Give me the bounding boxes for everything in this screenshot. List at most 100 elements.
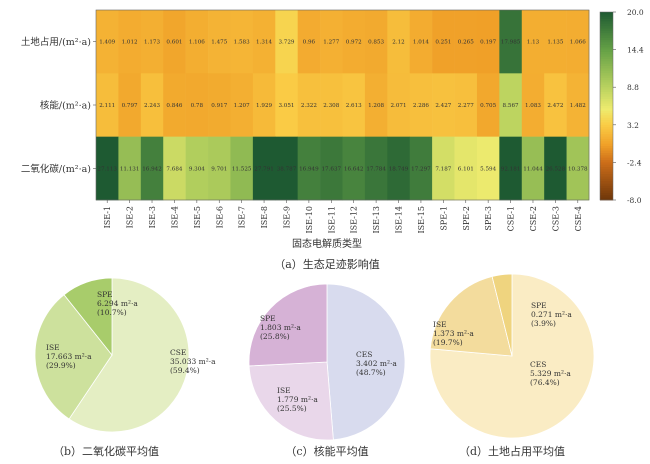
colorbar-band <box>600 68 613 72</box>
heatmap-cell-value: 1.012 <box>122 40 138 46</box>
heatmap-cell <box>208 73 231 137</box>
colorbar-band <box>600 80 613 83</box>
heatmap-cell-value: 2.12 <box>392 40 405 46</box>
heatmap-cell-value: 2.613 <box>346 103 362 109</box>
colorbar-frame <box>599 11 614 201</box>
heatmap-cell-value: 1.13 <box>527 40 540 46</box>
pie-caption: （d）土地占用平均值 <box>459 444 565 458</box>
x-tick-label: CSE-2 <box>529 206 538 231</box>
heatmap-chart: 1.409 1.012 1.173 0.601 1.106 1.475 1.583 1.314… <box>21 9 590 234</box>
heatmap-cell-value: 3.051 <box>278 103 294 109</box>
heatmap-cell-value: 2.111 <box>99 103 115 109</box>
colorbar-band <box>600 101 613 105</box>
heatmap-cell-value: 1.277 <box>323 40 339 46</box>
pie-slice <box>248 283 328 367</box>
colorbar-band <box>600 157 613 161</box>
heatmap-cell <box>230 10 254 74</box>
heatmap-cell-value: 2.071 <box>391 103 407 109</box>
heatmap-cell-value: 16.942 <box>142 166 162 172</box>
pie-slice <box>34 294 113 420</box>
heatmap-cell <box>544 73 567 137</box>
colorbar-band <box>600 183 613 187</box>
heatmap-cell <box>275 10 298 74</box>
heatmap-cell <box>118 73 142 137</box>
pie-slice-value: 5.329 m²·a <box>530 369 571 378</box>
heatmap-cell-value: 7.187 <box>435 166 451 172</box>
heatmap-cell-value: 2.286 <box>413 103 429 109</box>
colorbar-band <box>600 49 613 53</box>
pie-slice-percent: (3.9%) <box>531 319 556 328</box>
heatmap-cell <box>118 136 142 201</box>
heatmap-cell <box>387 10 411 74</box>
colorbar-tick-label: -8.0 <box>627 196 642 205</box>
heatmap-cell <box>140 10 164 74</box>
colorbar-band <box>600 47 613 50</box>
colorbar-band <box>600 108 613 112</box>
heatmap-cell <box>185 73 209 137</box>
heatmap-cell-value: 17.297 <box>411 166 431 172</box>
x-tick-label: SPE-2 <box>462 206 471 231</box>
pie-slice-label: ISE <box>433 320 447 329</box>
heatmap-cell-value: 18.749 <box>389 166 409 172</box>
heatmap-cell <box>140 136 164 201</box>
colorbar-tick-label: 20.0 <box>627 8 644 17</box>
heatmap-cell <box>275 136 298 201</box>
x-tick-label: ISE-8 <box>260 206 269 228</box>
colorbar-band <box>600 66 613 69</box>
colorbar-band <box>600 160 613 163</box>
pie-slice-percent: (59.4%) <box>170 366 200 375</box>
heatmap-cell-value: 0.78 <box>191 103 204 109</box>
heatmap-cell-value: 16.642 <box>344 166 364 172</box>
pie-slice-value: 3.402 m²·a <box>356 359 397 368</box>
heatmap-cell <box>96 136 119 201</box>
colorbar-band <box>600 136 613 140</box>
colorbar-band <box>600 197 613 201</box>
colorbar-band <box>600 103 613 107</box>
heatmap-cell <box>140 73 164 137</box>
colorbar-band <box>600 195 613 199</box>
heatmap-cell <box>230 136 254 201</box>
x-tick-label: ISE-2 <box>126 206 135 228</box>
pie-slice-value: 0.271 m²·a <box>531 310 572 319</box>
heatmap-cell <box>566 10 590 74</box>
heatmap-cell <box>208 10 231 74</box>
colorbar-band <box>600 54 613 58</box>
heatmap-cell-value: 1.314 <box>256 40 272 46</box>
heatmap-cell-value: 11.525 <box>232 166 252 172</box>
pie-slice-label: ISE <box>277 386 291 395</box>
heatmap-cell-value: 38.787 <box>277 166 297 172</box>
heatmap-cell-value: 17.784 <box>366 166 386 172</box>
heatmap-cell <box>252 73 276 137</box>
x-tick-label: CSE-3 <box>551 206 560 231</box>
heatmap-cell <box>476 10 500 74</box>
heatmap-cell-value: 11.044 <box>523 166 543 172</box>
pie-caption: （b）二氧化碳平均值 <box>53 444 159 458</box>
heatmap-cell <box>521 136 545 201</box>
pie-slice-value: 1.373 m²·a <box>433 329 474 338</box>
heatmap-cell-value: 1.409 <box>99 40 115 46</box>
heatmap-cell-value: 0.96 <box>303 40 316 46</box>
x-tick-label: ISE-11 <box>327 206 336 234</box>
colorbar-band <box>600 35 613 39</box>
heatmap-cell <box>544 136 567 201</box>
heatmap-cell <box>432 10 455 74</box>
heatmap-cell <box>163 10 186 74</box>
heatmap-cell-value: 1.173 <box>144 40 160 46</box>
heatmap-cell <box>454 73 478 137</box>
colorbar-band <box>600 75 613 79</box>
heatmap-cell <box>432 136 455 201</box>
colorbar-band <box>600 192 613 196</box>
heatmap-cell-value: 2.322 <box>301 103 317 109</box>
pie-slice <box>63 277 113 357</box>
heatmap-cell <box>521 10 545 74</box>
pie-slice-percent: (29.9%) <box>46 361 76 370</box>
heatmap-cell-value: 17.985 <box>501 40 521 46</box>
colorbar-band <box>600 16 613 20</box>
colorbar-band <box>600 73 613 76</box>
colorbar-band <box>600 63 613 67</box>
colorbar-band <box>600 110 613 114</box>
